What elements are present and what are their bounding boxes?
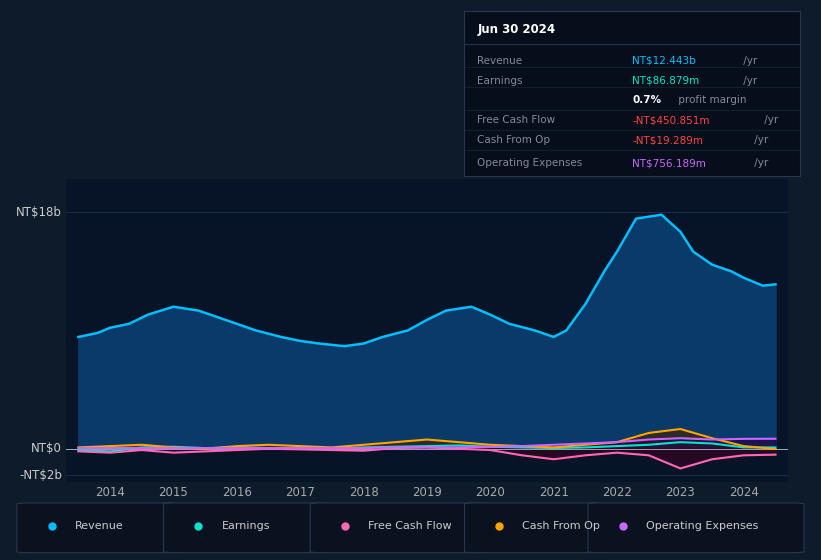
- FancyBboxPatch shape: [310, 503, 488, 553]
- FancyBboxPatch shape: [465, 503, 603, 553]
- Text: Free Cash Flow: Free Cash Flow: [477, 115, 556, 125]
- Text: /yr: /yr: [740, 56, 757, 66]
- Text: Revenue: Revenue: [477, 56, 522, 66]
- Text: profit margin: profit margin: [675, 95, 747, 105]
- Text: -NT$19.289m: -NT$19.289m: [632, 135, 703, 145]
- Text: Revenue: Revenue: [75, 521, 123, 531]
- Text: Operating Expenses: Operating Expenses: [477, 158, 583, 168]
- Text: /yr: /yr: [761, 115, 778, 125]
- Text: -NT$450.851m: -NT$450.851m: [632, 115, 709, 125]
- FancyBboxPatch shape: [17, 503, 179, 553]
- Text: 0.7%: 0.7%: [632, 95, 661, 105]
- Text: NT$12.443b: NT$12.443b: [632, 56, 696, 66]
- Text: /yr: /yr: [740, 76, 757, 86]
- Text: Cash From Op: Cash From Op: [477, 135, 550, 145]
- FancyBboxPatch shape: [163, 503, 326, 553]
- Text: /yr: /yr: [750, 135, 768, 145]
- Text: NT$756.189m: NT$756.189m: [632, 158, 706, 168]
- Text: Earnings: Earnings: [222, 521, 270, 531]
- Text: Operating Expenses: Operating Expenses: [646, 521, 759, 531]
- Text: Jun 30 2024: Jun 30 2024: [477, 23, 556, 36]
- Text: -NT$2b: -NT$2b: [19, 469, 62, 482]
- Text: Cash From Op: Cash From Op: [522, 521, 600, 531]
- Text: Free Cash Flow: Free Cash Flow: [368, 521, 452, 531]
- Text: Earnings: Earnings: [477, 76, 523, 86]
- Text: NT$18b: NT$18b: [16, 206, 62, 218]
- Text: NT$0: NT$0: [31, 442, 62, 455]
- FancyBboxPatch shape: [588, 503, 804, 553]
- Text: /yr: /yr: [750, 158, 768, 168]
- Text: NT$86.879m: NT$86.879m: [632, 76, 699, 86]
